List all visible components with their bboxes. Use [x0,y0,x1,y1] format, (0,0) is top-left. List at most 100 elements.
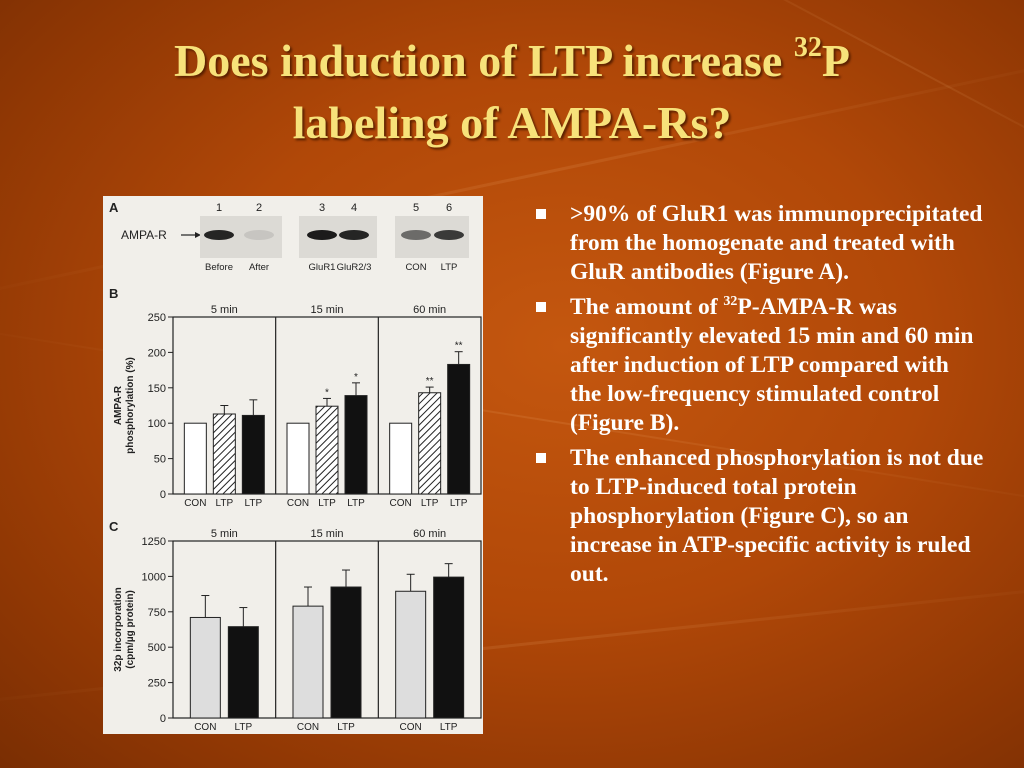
bar [433,576,465,719]
bullet-item-1: >90% of GluR1 was immunoprecipitated fro… [536,200,986,287]
y-tick-label: 0 [160,489,166,501]
significance-marker: ** [426,376,434,387]
y-tick-label: 1250 [142,536,166,548]
x-tick-label: CON [184,498,206,509]
blot-band [244,230,274,240]
x-tick-label: CON [194,722,216,733]
lane-label: GluR1 [309,262,336,273]
plot-frame [172,540,482,719]
blot-band [434,230,464,240]
title-line2: labeling of AMPA-Rs? [292,97,732,148]
x-tick-label: LTP [337,722,355,733]
y-axis-label: (cpm/µg protein) [125,590,136,669]
bar [227,626,259,719]
bar [447,363,471,495]
y-tick-label: 200 [148,347,166,359]
figure-panel: A AMPA-R 1 Before 2 After 3 GluR1 4 GluR2/3 5 CON… [103,196,483,734]
bar [292,605,324,719]
group-label: 15 min [310,528,343,540]
bar [344,395,368,495]
group-label: 15 min [310,304,343,316]
bar [183,422,207,495]
significance-marker: ** [455,341,463,352]
lane-number: 4 [351,202,357,214]
bullet-text-1: >90% of GluR1 was immunoprecipitated fro… [570,201,983,285]
bar [189,616,221,719]
x-tick-label: LTP [318,498,336,509]
panel-a-row-label: AMPA-R [121,228,167,242]
bar [418,392,442,495]
panel-letter: C [109,519,119,534]
bar [315,405,339,495]
group-label: 5 min [211,304,238,316]
bullet-item-3: The enhanced phosphorylation is not due … [536,444,986,589]
bullet-square-icon [536,302,546,312]
lane-number: 6 [446,202,452,214]
x-tick-label: LTP [216,498,234,509]
title-text: Does induction of LTP increase [174,35,794,86]
bar [389,422,413,495]
y-tick-label: 750 [148,607,166,619]
blot-band [401,230,431,240]
bar [286,422,310,495]
y-tick-label: 250 [148,678,166,690]
y-tick-label: 50 [154,454,166,466]
bullet-text-2-post: P-AMPA-R was significantly elevated 15 m… [570,294,974,436]
x-tick-label: CON [400,722,422,733]
x-tick-label: CON [297,722,319,733]
lane-label: Before [205,262,233,273]
group-label: 5 min [211,528,238,540]
chart-panel-b: B AMPA-R phosphorylation (%) 0 50 100 150 200 25… [109,286,482,509]
x-tick-label: LTP [347,498,365,509]
significance-marker: * [325,387,329,398]
lane-number: 1 [216,202,222,214]
y-tick-label: 0 [160,713,166,725]
y-axis-label: phosphorylation (%) [125,357,136,454]
blot-band [307,230,337,240]
x-tick-label: LTP [245,498,263,509]
y-axis-label: AMPA-R [113,385,124,425]
lane-number: 2 [256,202,262,214]
x-tick-label: LTP [235,722,253,733]
figure-svg: A AMPA-R 1 Before 2 After 3 GluR1 4 GluR2/3 5 CON… [109,200,482,733]
bullet-item-2: The amount of 32P-AMPA-R was significant… [536,293,986,438]
bullet-list: >90% of GluR1 was immunoprecipitated fro… [536,200,986,595]
significance-marker: * [354,372,358,383]
lane-number: 5 [413,202,419,214]
panel-a-letter: A [109,200,119,215]
x-tick-label: CON [390,498,412,509]
bullet-square-icon [536,453,546,463]
chart-panel-c: C 32p incorporation (cpm/µg protein) 0 250 50… [109,519,482,733]
blot-band [339,230,369,240]
bar [241,414,265,495]
y-tick-label: 150 [148,383,166,395]
x-tick-label: LTP [450,498,468,509]
x-tick-label: LTP [440,722,458,733]
lane-label: After [249,262,269,273]
lane-number: 3 [319,202,325,214]
bar [395,590,427,719]
blot-band [204,230,234,240]
y-axis-label: 32p incorporation [113,587,124,671]
bullet-square-icon [536,209,546,219]
lane-label: GluR2/3 [337,262,372,273]
y-tick-label: 500 [148,642,166,654]
bullet-text-2-pre: The amount of [570,294,724,320]
lane-label: CON [405,262,426,273]
lane-label: LTP [441,262,458,273]
group-label: 60 min [413,304,446,316]
bullet-text-2-sup: 32 [723,294,738,309]
title-superscript: 32 [793,32,822,63]
y-tick-label: 250 [148,312,166,324]
panel-a-arrowhead [195,232,201,238]
group-label: 60 min [413,528,446,540]
slide-title: Does induction of LTP increase 32P label… [40,30,984,154]
title-text-p: P [821,35,850,86]
x-tick-label: CON [287,498,309,509]
bullet-text-3: The enhanced phosphorylation is not due … [570,445,984,587]
bar [330,586,362,719]
bar [212,413,236,495]
blot-layer: 1 Before 2 After 3 GluR1 4 GluR2/3 5 CON 6 LTP [204,202,464,273]
x-tick-label: LTP [421,498,439,509]
y-tick-label: 100 [148,418,166,430]
